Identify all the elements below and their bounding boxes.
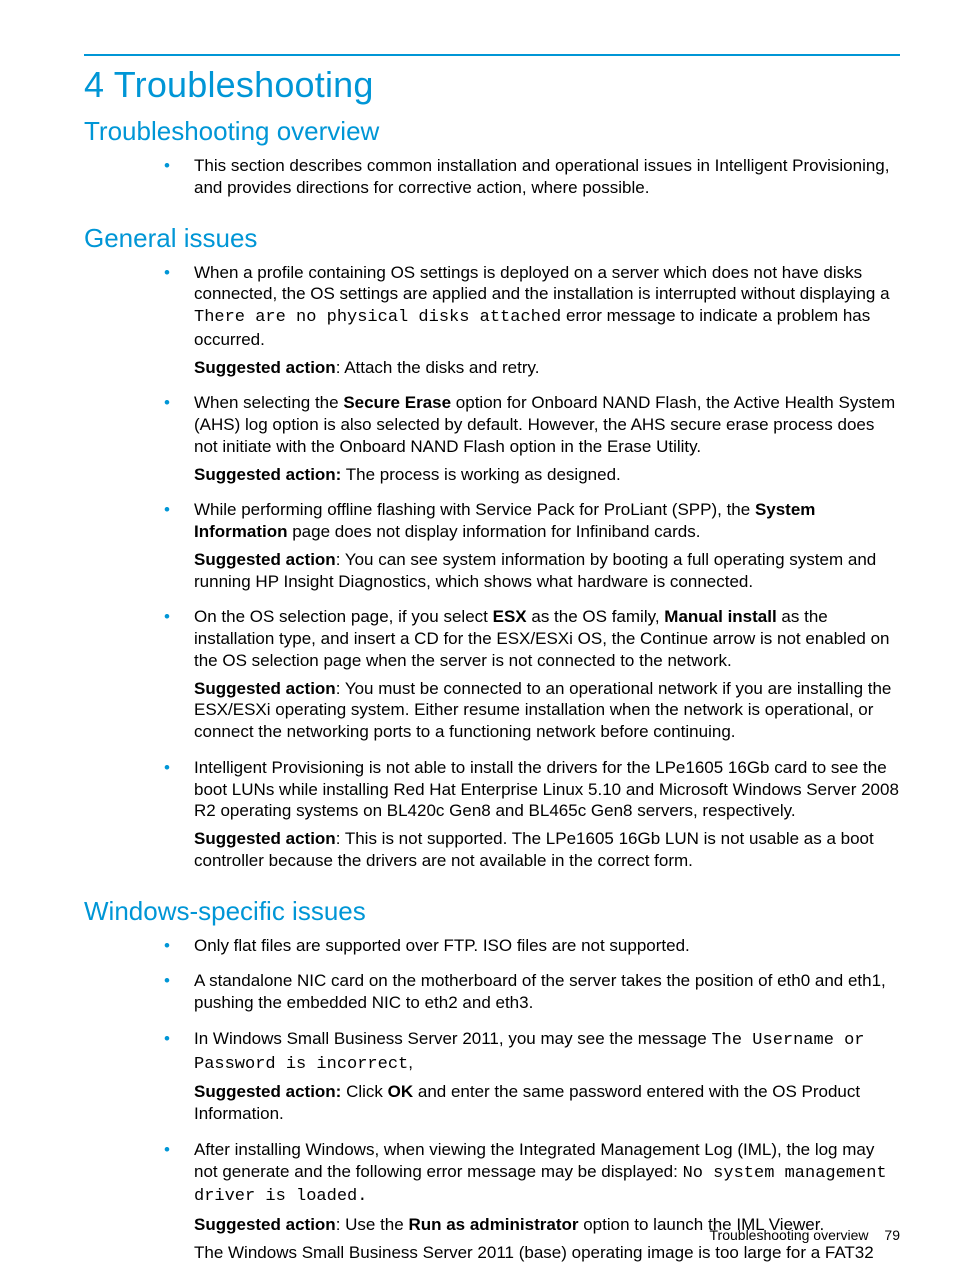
text-run: A standalone NIC card on the motherboard… bbox=[194, 971, 886, 1012]
list-item-paragraph: Suggested action: Click OK and enter the… bbox=[194, 1081, 900, 1125]
text-run: Suggested action: bbox=[194, 465, 341, 484]
text-run: Manual install bbox=[664, 607, 776, 626]
list-item-paragraph: Suggested action: The process is working… bbox=[194, 464, 900, 486]
text-run: On the OS selection page, if you select bbox=[194, 607, 493, 626]
text-run: Suggested action bbox=[194, 550, 336, 569]
text-run: The process is working as designed. bbox=[341, 465, 620, 484]
text-run: , bbox=[408, 1053, 413, 1072]
text-run: Click bbox=[341, 1082, 387, 1101]
page-footer: Troubleshooting overview 79 bbox=[710, 1227, 900, 1243]
text-run: as the OS family, bbox=[527, 607, 665, 626]
text-run: While performing offline flashing with S… bbox=[194, 500, 755, 519]
top-rule bbox=[84, 54, 900, 56]
list-item: Only flat files are supported over FTP. … bbox=[164, 935, 900, 971]
text-run: Suggested action bbox=[194, 829, 336, 848]
text-run: In Windows Small Business Server 2011, y… bbox=[194, 1029, 711, 1048]
text-run: OK bbox=[388, 1082, 414, 1101]
text-run: Suggested action bbox=[194, 1215, 336, 1234]
list-item: A standalone NIC card on the motherboard… bbox=[164, 970, 900, 1028]
text-run: When a profile containing OS settings is… bbox=[194, 263, 890, 304]
bullet-list: This section describes common installati… bbox=[84, 155, 900, 213]
footer-page-number: 79 bbox=[884, 1227, 900, 1243]
text-run: ESX bbox=[493, 607, 527, 626]
text-run: Secure Erase bbox=[343, 393, 451, 412]
list-item: After installing Windows, when viewing t… bbox=[164, 1139, 900, 1278]
text-run: The Windows Small Business Server 2011 (… bbox=[194, 1243, 874, 1262]
text-run: Suggested action: bbox=[194, 1082, 341, 1101]
list-item: When selecting the Secure Erase option f… bbox=[164, 392, 900, 499]
sections-container: Troubleshooting overview This section des… bbox=[84, 116, 900, 1278]
bullet-list: When a profile containing OS settings is… bbox=[84, 262, 900, 886]
list-item-paragraph: Suggested action: You must be connected … bbox=[194, 678, 900, 743]
footer-label: Troubleshooting overview bbox=[710, 1227, 869, 1243]
list-item: In Windows Small Business Server 2011, y… bbox=[164, 1028, 900, 1139]
text-run: Suggested action bbox=[194, 358, 336, 377]
section-title: General issues bbox=[84, 223, 900, 254]
document-page: 4 Troubleshooting Troubleshooting overvi… bbox=[0, 0, 954, 1271]
list-item-paragraph: The Windows Small Business Server 2011 (… bbox=[194, 1242, 900, 1264]
text-run: : Attach the disks and retry. bbox=[336, 358, 540, 377]
section-title: Windows-specific issues bbox=[84, 896, 900, 927]
text-run: : Use the bbox=[336, 1215, 409, 1234]
list-item: On the OS selection page, if you select … bbox=[164, 606, 900, 757]
text-run: This section describes common installati… bbox=[194, 156, 889, 197]
text-run: Suggested action bbox=[194, 679, 336, 698]
list-item: Intelligent Provisioning is not able to … bbox=[164, 757, 900, 886]
text-run: Run as administrator bbox=[408, 1215, 578, 1234]
section-title: Troubleshooting overview bbox=[84, 116, 900, 147]
text-run: Only flat files are supported over FTP. … bbox=[194, 936, 690, 955]
text-run: When selecting the bbox=[194, 393, 343, 412]
list-item: When a profile containing OS settings is… bbox=[164, 262, 900, 393]
text-run: There are no physical disks attached bbox=[194, 308, 561, 327]
chapter-title: 4 Troubleshooting bbox=[84, 64, 900, 106]
list-item-paragraph: Suggested action: You can see system inf… bbox=[194, 549, 900, 593]
list-item: While performing offline flashing with S… bbox=[164, 499, 900, 606]
list-item-paragraph: Suggested action: Attach the disks and r… bbox=[194, 357, 900, 379]
list-item-paragraph: Suggested action: This is not supported.… bbox=[194, 828, 900, 872]
list-item: This section describes common installati… bbox=[164, 155, 900, 213]
text-run: Intelligent Provisioning is not able to … bbox=[194, 758, 899, 821]
text-run: page does not display information for In… bbox=[288, 522, 701, 541]
